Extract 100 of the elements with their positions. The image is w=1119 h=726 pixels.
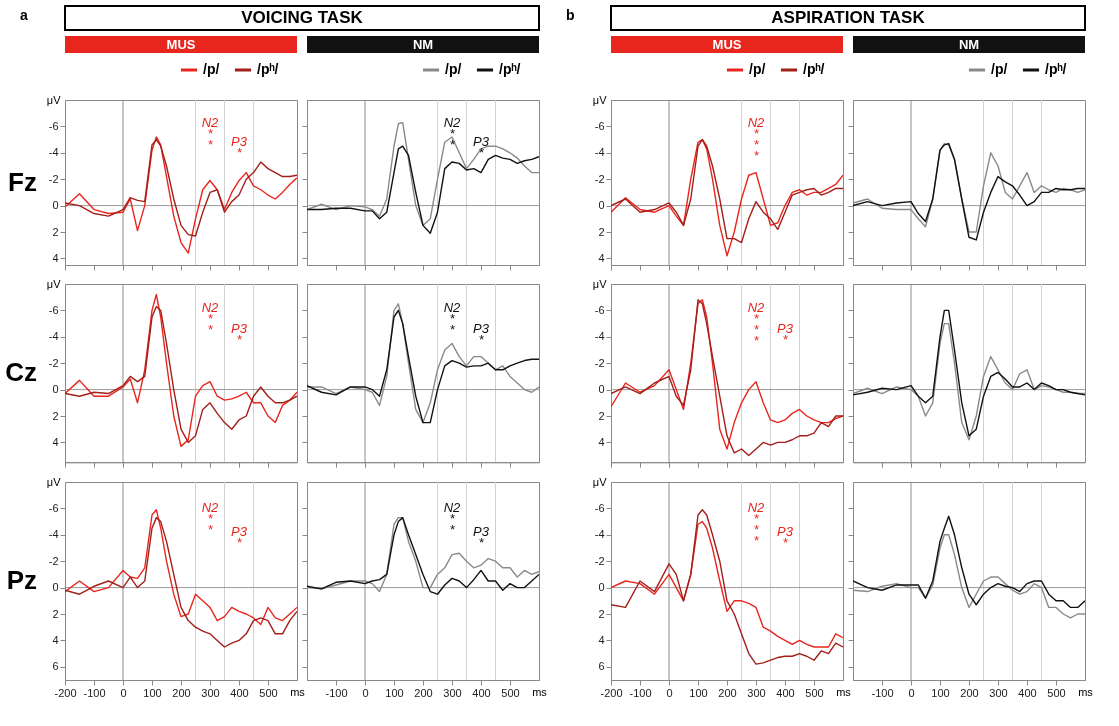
legend-label: /pʰ/	[803, 61, 825, 77]
x-tick-label: 500	[259, 686, 278, 699]
y-tick-label: 2	[598, 409, 605, 422]
y-tick-label: 2	[598, 225, 605, 238]
x-tick-label: 200	[960, 686, 979, 699]
text: a	[20, 7, 28, 23]
x-tick-label: -100	[325, 686, 348, 699]
y-tick-label: 2	[52, 225, 59, 238]
y-tick-label: 4	[52, 633, 59, 646]
text: Cz	[5, 357, 37, 388]
x-tick-label: -100	[83, 686, 106, 699]
annotation: N2 * *	[443, 114, 462, 152]
annotation: N2 * * *	[747, 499, 766, 548]
x-tick-label: 0	[362, 686, 369, 699]
x-tick-label: 200	[718, 686, 737, 699]
annotation: P3 *	[777, 523, 794, 550]
y-tick-label: -2	[594, 554, 605, 567]
y-tick-label: 2	[52, 409, 59, 422]
y-tick-label: 4	[52, 435, 59, 448]
x-tick-label: 0	[666, 686, 673, 699]
annotation: N2 * *	[443, 499, 462, 537]
y-tick-label: -6	[594, 501, 605, 514]
text: Fz	[8, 166, 37, 197]
y-tick-label: 4	[52, 251, 59, 264]
x-axis-title: ms	[836, 685, 852, 698]
y-tick-label: -6	[48, 501, 59, 514]
x-tick-label: 100	[385, 686, 404, 699]
annotation: P3 *	[473, 321, 490, 348]
legend-label: /pʰ/	[1045, 61, 1067, 77]
y-tick-label: 6	[598, 660, 605, 673]
x-tick-label: 500	[501, 686, 520, 699]
legend-label: /p/	[203, 61, 220, 77]
x-tick-label: 0	[908, 686, 915, 699]
y-tick-label: 2	[52, 607, 59, 620]
annotation: P3 *	[231, 134, 248, 161]
y-tick-label: -4	[594, 146, 605, 159]
y-tick-label: 0	[598, 581, 605, 594]
y-axis-title: μV	[46, 93, 62, 106]
annotation: N2 * * *	[747, 114, 766, 163]
x-tick-label: 300	[747, 686, 766, 699]
chart-title: VOICING TASK	[241, 8, 364, 27]
y-tick-label: -4	[48, 146, 59, 159]
y-tick-label: 0	[52, 383, 59, 396]
x-tick-label: 100	[689, 686, 708, 699]
x-axis-title: ms	[290, 685, 306, 698]
y-tick-label: 0	[52, 199, 59, 212]
x-tick-label: 100	[143, 686, 162, 699]
x-tick-label: 500	[805, 686, 824, 699]
annotation: P3 *	[473, 134, 490, 161]
annotation: P3 *	[473, 523, 490, 550]
y-tick-label: 4	[598, 435, 605, 448]
y-tick-label: -6	[48, 303, 59, 316]
x-tick-label: -200	[600, 686, 623, 699]
x-tick-label: -100	[629, 686, 652, 699]
y-tick-label: 4	[598, 251, 605, 264]
y-axis-title: μV	[592, 93, 608, 106]
x-tick-label: 500	[1047, 686, 1066, 699]
y-tick-label: 2	[598, 607, 605, 620]
legend-label: /p/	[991, 61, 1008, 77]
y-axis-title: μV	[592, 475, 608, 488]
y-axis-title: μV	[46, 475, 62, 488]
y-axis-title: μV	[46, 277, 62, 290]
text: b	[566, 7, 575, 23]
text: Pz	[6, 565, 37, 595]
x-tick-label: 400	[1018, 686, 1037, 699]
x-tick-label: 300	[443, 686, 462, 699]
y-tick-label: 4	[598, 633, 605, 646]
legend-label: /pʰ/	[499, 61, 521, 77]
y-tick-label: -2	[48, 554, 59, 567]
chart-title: ASPIRATION TASK	[771, 8, 926, 27]
annotation: P3 *	[231, 523, 248, 550]
y-tick-label: -2	[594, 172, 605, 185]
annotation: P3 *	[777, 321, 794, 348]
y-tick-label: -4	[48, 330, 59, 343]
y-tick-label: -6	[48, 119, 59, 132]
legend-label: /p/	[749, 61, 766, 77]
y-axis-title: μV	[592, 277, 608, 290]
chart-subtitle: MUS	[166, 36, 196, 52]
y-tick-label: -6	[594, 303, 605, 316]
y-tick-label: -2	[594, 356, 605, 369]
x-tick-label: -200	[54, 686, 77, 699]
chart-subtitle: MUS	[712, 36, 742, 52]
x-tick-label: 100	[931, 686, 950, 699]
x-tick-label: 200	[414, 686, 433, 699]
y-tick-label: -4	[594, 330, 605, 343]
y-tick-label: -4	[594, 528, 605, 541]
y-tick-label: 0	[52, 581, 59, 594]
y-tick-label: 6	[52, 660, 59, 673]
x-tick-label: 300	[201, 686, 220, 699]
annotation: P3 *	[231, 321, 248, 348]
chart-subtitle: NM	[412, 36, 434, 52]
x-tick-label: 300	[989, 686, 1008, 699]
x-tick-label: -100	[871, 686, 894, 699]
annotation: N2 * *	[201, 114, 220, 152]
x-tick-label: 400	[472, 686, 491, 699]
x-axis-title: ms	[1078, 685, 1094, 698]
x-tick-label: 0	[120, 686, 127, 699]
x-tick-label: 200	[172, 686, 191, 699]
y-tick-label: 0	[598, 383, 605, 396]
annotation: N2 * *	[443, 299, 462, 337]
